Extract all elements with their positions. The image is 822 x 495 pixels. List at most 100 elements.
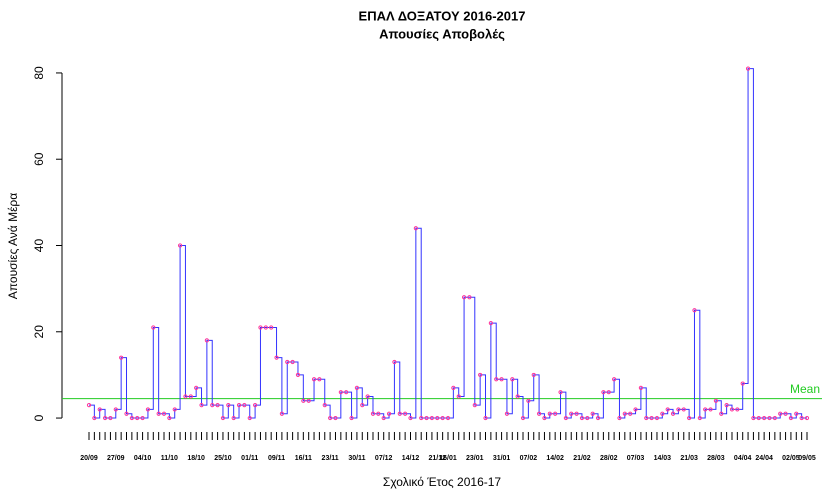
data-point: [569, 411, 574, 416]
data-point: [236, 403, 242, 408]
data-point: [365, 394, 370, 399]
data-point: [778, 411, 783, 416]
data-point: [135, 415, 140, 421]
data-point: [644, 415, 649, 421]
data-point: [472, 403, 477, 408]
data-point: [735, 407, 740, 412]
data-point: [697, 415, 702, 421]
x-tick-label: 14/02: [546, 455, 564, 462]
data-point: [381, 415, 386, 421]
data-point: [167, 415, 172, 421]
data-point: [606, 390, 611, 395]
data-point: [767, 415, 772, 421]
data-point: [253, 403, 258, 408]
y-tick-label: 80: [32, 66, 46, 80]
x-tick-label: 25/10: [214, 455, 232, 462]
data-point: [553, 411, 558, 416]
data-point: [322, 403, 327, 408]
y-tick-label: 0: [32, 414, 46, 421]
x-tick-label: 20/09: [80, 455, 98, 462]
data-point: [285, 359, 290, 365]
data-point: [403, 411, 408, 416]
x-tick-label: 11/10: [161, 455, 178, 462]
data-point: [456, 394, 461, 399]
y-axis-label: Απουσίες Ανά Μέρα: [6, 193, 20, 299]
data-point: [563, 415, 568, 421]
mean-label: Mean: [790, 382, 820, 396]
data-point: [247, 415, 252, 421]
data-point: [97, 407, 102, 412]
data-point: [762, 415, 767, 421]
x-tick-label: 07/02: [520, 455, 538, 462]
data-point: [349, 415, 354, 421]
x-tick-label: 31/01: [493, 455, 511, 462]
data-point: [601, 390, 606, 395]
data-point: [536, 411, 542, 416]
data-point: [772, 415, 777, 421]
chart-subtitle: Απουσίες Αποβολές: [379, 26, 505, 41]
data-point: [204, 338, 209, 343]
data-point: [151, 325, 156, 330]
x-tick-label: 07/03: [627, 455, 645, 462]
data-point: [108, 415, 113, 421]
data-point: [558, 390, 563, 395]
data-point: [102, 415, 108, 421]
y-tick-label: 60: [32, 152, 46, 166]
data-point: [360, 403, 365, 408]
x-tick-label: 28/03: [707, 455, 725, 462]
data-point: [756, 415, 761, 421]
data-point: [435, 415, 440, 421]
data-point: [263, 325, 268, 330]
data-point: [510, 377, 515, 382]
data-point: [622, 411, 627, 416]
y-tick-label: 40: [32, 239, 46, 253]
data-point: [328, 415, 333, 421]
data-point: [745, 66, 751, 71]
x-tick-label: 04/10: [134, 455, 152, 462]
data-point: [156, 411, 161, 416]
data-point: [424, 415, 429, 421]
data-point: [370, 411, 376, 416]
data-point: [504, 411, 510, 416]
data-point: [628, 411, 633, 416]
data-point: [478, 372, 483, 378]
data-point: [317, 377, 322, 382]
data-point: [526, 398, 531, 403]
data-point: [703, 407, 708, 412]
data-point: [799, 415, 804, 421]
data-point: [665, 407, 670, 412]
data-point: [386, 411, 392, 416]
data-point: [676, 407, 681, 412]
data-point: [542, 415, 547, 421]
x-tick-label: 18/10: [187, 455, 205, 462]
data-point: [392, 359, 397, 365]
data-point: [687, 415, 692, 421]
data-point: [579, 415, 585, 421]
data-point: [226, 403, 231, 408]
x-tick-label: 23/11: [322, 455, 339, 462]
x-tick-label: 16/01: [439, 455, 457, 462]
data-point: [488, 321, 493, 326]
x-tick-label: 16/11: [295, 455, 312, 462]
x-tick-label: 27/09: [107, 455, 125, 462]
data-point: [654, 415, 660, 421]
data-point: [531, 372, 536, 378]
data-point: [740, 381, 745, 386]
data-point: [445, 415, 451, 421]
data-point: [215, 403, 220, 408]
x-tick-label: 21/03: [680, 455, 698, 462]
data-point: [199, 403, 204, 408]
data-point: [194, 385, 199, 390]
data-point: [617, 415, 622, 421]
data-point: [804, 415, 810, 421]
data-point: [440, 415, 445, 421]
data-point: [713, 398, 719, 403]
data-point: [794, 411, 799, 416]
data-point: [290, 359, 295, 365]
x-tick-label: 24/04: [755, 455, 773, 462]
x-tick-label: 14/12: [402, 455, 420, 462]
x-tick-label: 28/02: [600, 455, 618, 462]
data-point: [354, 385, 360, 390]
x-tick-label: 30/11: [348, 455, 365, 462]
